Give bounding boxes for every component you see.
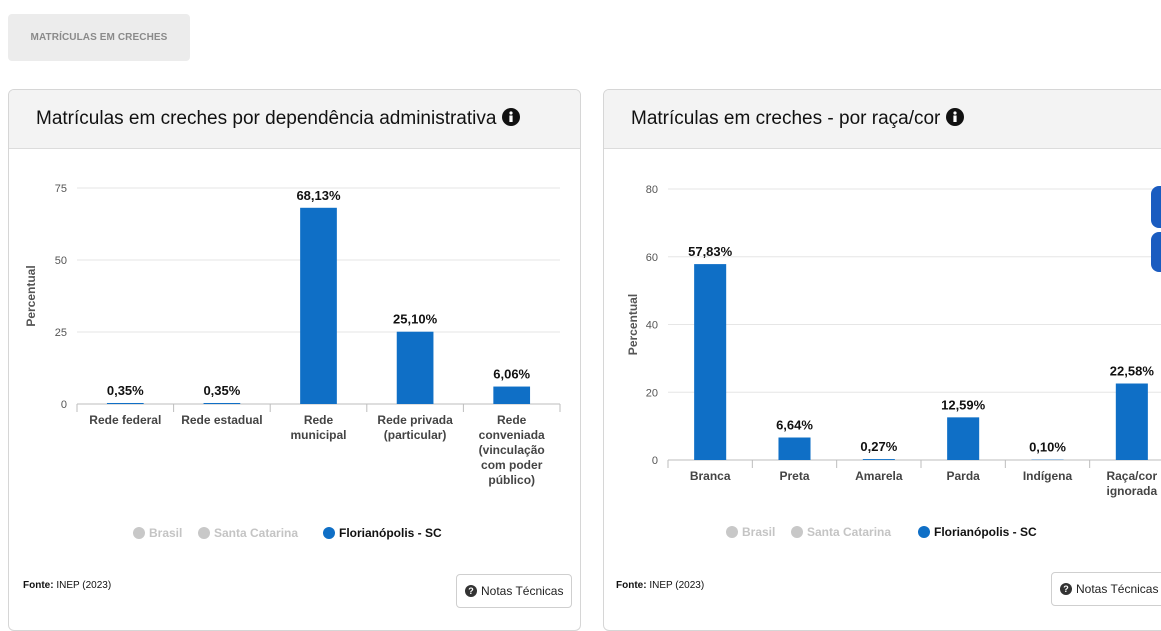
x-tick-label: (particular) bbox=[384, 428, 447, 442]
notas-tecnicas-button[interactable]: ? Notas Técnicas bbox=[1051, 572, 1161, 606]
data-label: 12,59% bbox=[941, 397, 986, 412]
x-tick-label: Indígena bbox=[1023, 469, 1073, 483]
data-label: 0,27% bbox=[860, 439, 897, 454]
notas-tecnicas-label: Notas Técnicas bbox=[481, 584, 563, 598]
x-tick-label: Rede privada bbox=[377, 413, 453, 427]
question-icon: ? bbox=[465, 585, 477, 597]
legend-marker bbox=[726, 526, 738, 538]
y-tick-label: 0 bbox=[652, 455, 658, 467]
data-label: 6,64% bbox=[776, 418, 813, 433]
x-tick-label: (vinculação bbox=[479, 443, 545, 457]
bar bbox=[107, 403, 144, 404]
legend-marker bbox=[133, 527, 145, 539]
x-tick-label: Raça/cor bbox=[1106, 469, 1157, 483]
x-tick-label: Rede bbox=[497, 413, 527, 427]
legend-marker bbox=[791, 526, 803, 538]
data-label: 25,10% bbox=[393, 312, 438, 327]
data-label: 0,35% bbox=[203, 383, 240, 398]
legend-marker bbox=[918, 526, 930, 538]
bar bbox=[1116, 384, 1148, 460]
y-tick-label: 50 bbox=[55, 255, 67, 267]
y-tick-label: 80 bbox=[646, 184, 658, 196]
legend-label: Santa Catarina bbox=[807, 525, 891, 539]
legend-label: Brasil bbox=[149, 526, 182, 540]
data-label: 0,35% bbox=[107, 383, 144, 398]
tab-matriculas-em-creches[interactable]: MATRÍCULAS EM CRECHES bbox=[8, 14, 190, 61]
data-label: 68,13% bbox=[296, 188, 341, 203]
x-tick-label: Rede bbox=[304, 413, 334, 427]
notas-tecnicas-label: Notas Técnicas bbox=[1076, 582, 1158, 596]
y-tick-label: 25 bbox=[55, 327, 67, 339]
bar bbox=[397, 332, 434, 404]
bar bbox=[493, 387, 530, 404]
y-tick-label: 40 bbox=[646, 320, 658, 332]
bar bbox=[778, 438, 810, 460]
bar-chart-dependencia: 0 25 50 75 Percentual 0,35% Rede federal 0,35% R… bbox=[9, 90, 580, 630]
legend-label: Santa Catarina bbox=[214, 526, 298, 540]
side-tab-top[interactable] bbox=[1151, 186, 1161, 228]
x-tick-label: ignorada bbox=[1106, 484, 1157, 498]
fonte-text: Fonte: INEP (2023) bbox=[23, 580, 111, 591]
x-tick-label: Preta bbox=[779, 469, 809, 483]
bar bbox=[204, 403, 241, 404]
x-tick-label: Rede federal bbox=[89, 413, 161, 427]
fonte-text: Fonte: INEP (2023) bbox=[616, 580, 704, 591]
bar bbox=[863, 459, 895, 460]
y-tick-label: 60 bbox=[646, 252, 658, 264]
notas-tecnicas-button[interactable]: ? Notas Técnicas bbox=[456, 574, 572, 608]
x-tick-label: Amarela bbox=[855, 469, 903, 483]
x-tick-label: Rede estadual bbox=[181, 413, 262, 427]
legend-label: Brasil bbox=[742, 525, 775, 539]
side-tab-bottom[interactable] bbox=[1151, 232, 1161, 272]
y-axis-label: Percentual bbox=[24, 265, 38, 326]
y-tick-label: 75 bbox=[55, 183, 67, 195]
bar bbox=[300, 208, 337, 404]
y-tick-label: 20 bbox=[646, 387, 658, 399]
y-tick-label: 0 bbox=[61, 399, 67, 411]
data-label: 57,83% bbox=[688, 244, 733, 259]
chart-card-dependencia: Matrículas em creches por dependência ad… bbox=[8, 89, 581, 631]
data-label: 0,10% bbox=[1029, 440, 1066, 455]
x-tick-label: público) bbox=[488, 473, 535, 487]
y-axis-label: Percentual bbox=[626, 294, 640, 355]
x-tick-label: Parda bbox=[946, 469, 980, 483]
bar-chart-raca-cor: 0 20 40 60 80 Percentual 57,83% Branca 6,64% Pret… bbox=[604, 90, 1161, 630]
legend-marker bbox=[323, 527, 335, 539]
x-tick-label: conveniada bbox=[479, 428, 545, 442]
bar bbox=[694, 264, 726, 460]
legend-label: Florianópolis - SC bbox=[339, 526, 442, 540]
data-label: 22,58% bbox=[1110, 364, 1155, 379]
question-icon: ? bbox=[1060, 583, 1072, 595]
legend-marker bbox=[198, 527, 210, 539]
x-tick-label: municipal bbox=[290, 428, 346, 442]
bar bbox=[947, 417, 979, 460]
data-label: 6,06% bbox=[493, 367, 530, 382]
legend-label: Florianópolis - SC bbox=[934, 525, 1037, 539]
x-tick-label: Branca bbox=[690, 469, 731, 483]
x-tick-label: com poder bbox=[481, 458, 543, 472]
